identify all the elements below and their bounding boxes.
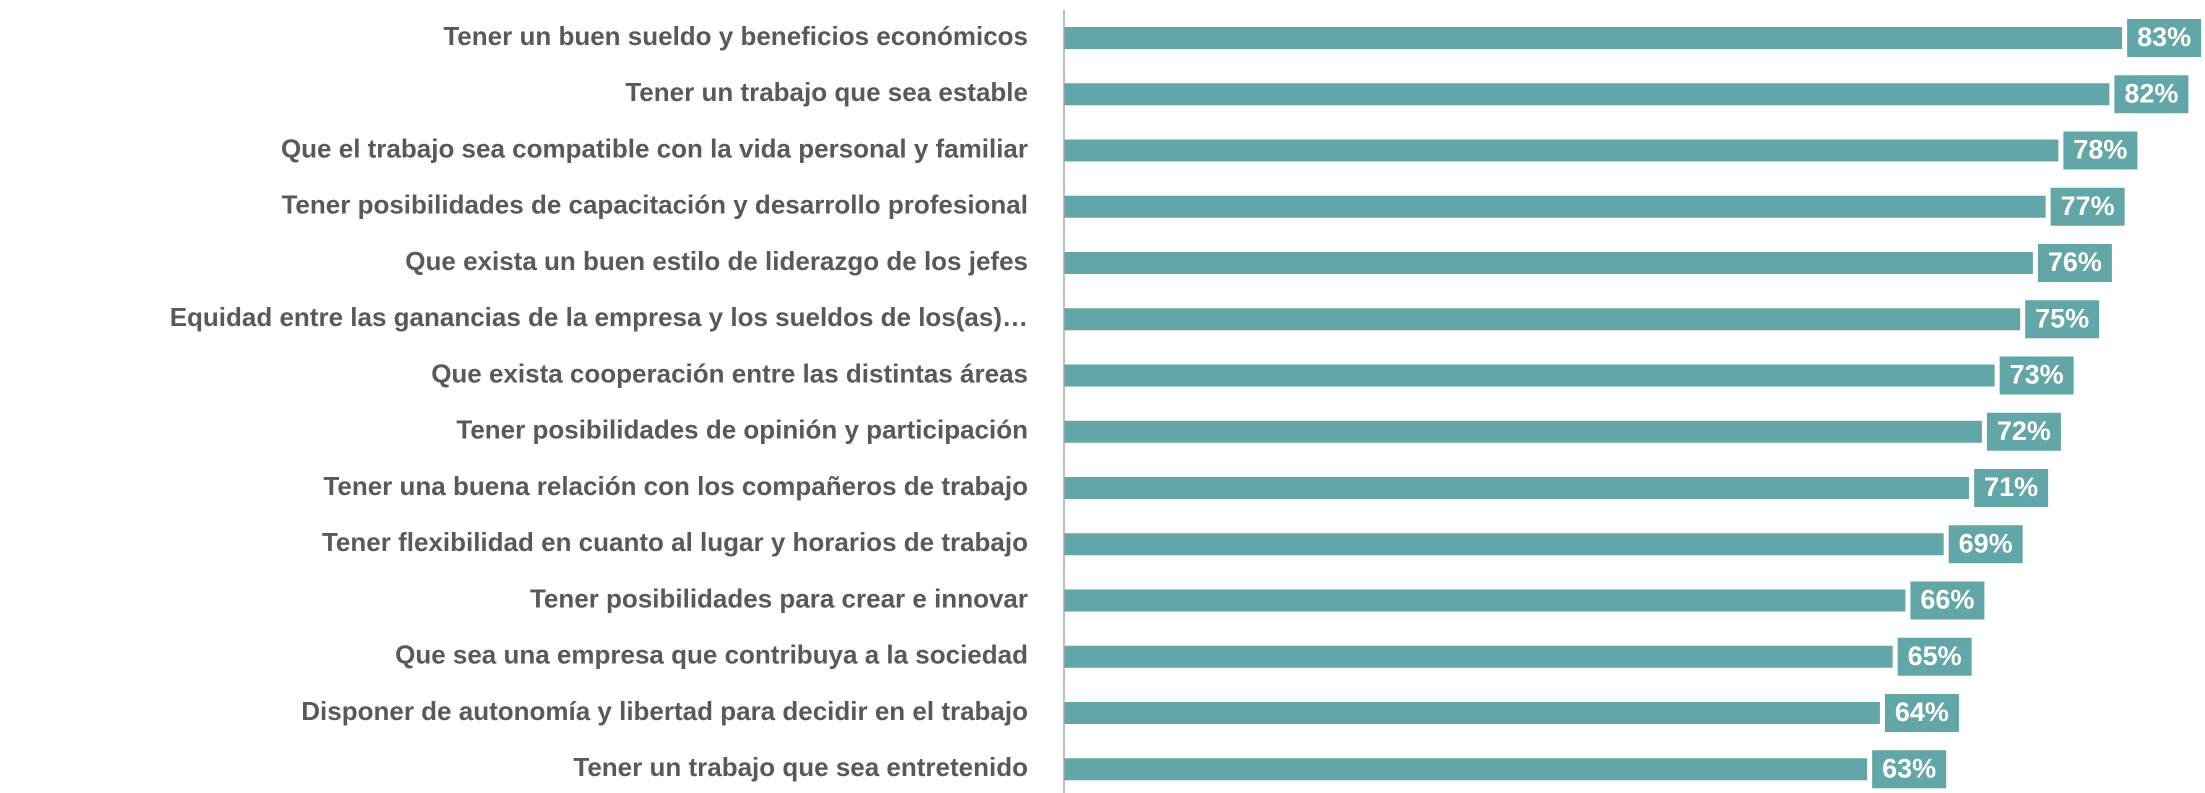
bar (1064, 420, 1982, 443)
value-label-box (1910, 581, 1985, 620)
value-label-box (1999, 356, 2074, 395)
value-label-box (1884, 694, 1959, 732)
bar (1064, 308, 2021, 331)
bar (1064, 702, 1880, 724)
bar (1064, 645, 1893, 668)
category-label: Tener posibilidades de opinión y partici… (456, 415, 1028, 445)
value-label: 64% (1895, 697, 1949, 727)
value-label: 73% (2010, 360, 2064, 390)
value-label: 78% (2073, 135, 2127, 165)
value-label: 69% (1959, 528, 2013, 558)
category-label: Tener flexibilidad en cuanto al lugar y … (322, 527, 1028, 557)
value-label-box (1872, 750, 1947, 789)
bar (1064, 477, 1970, 499)
value-label: 72% (1997, 416, 2051, 446)
value-label-box (2063, 131, 2138, 170)
category-label: Disponer de autonomía y libertad para de… (301, 696, 1028, 726)
category-label: Equidad entre las ganancias de la empres… (170, 302, 1028, 332)
value-label: 65% (1908, 641, 1962, 671)
value-label-box (2025, 300, 2100, 339)
bar (1064, 758, 1868, 781)
bar (1064, 533, 1944, 556)
value-label: 77% (2061, 191, 2115, 221)
bar (1064, 252, 2033, 274)
bar (1064, 364, 1995, 387)
value-label: 63% (1882, 753, 1936, 783)
category-label: Tener posibilidades de capacitación y de… (281, 190, 1028, 220)
value-label-box (1986, 412, 2061, 451)
category-label: Que exista cooperación entre las distint… (431, 358, 1028, 388)
category-label: Tener una buena relación con los compañe… (323, 471, 1028, 501)
value-label-box (1897, 637, 1972, 676)
value-label: 83% (2137, 22, 2191, 52)
value-label-box (2127, 19, 2202, 57)
bar (1064, 27, 2123, 49)
category-label: Que sea una empresa que contribuya a la … (395, 640, 1028, 670)
category-label: Tener un trabajo que sea estable (625, 77, 1028, 107)
category-label: Tener un trabajo que sea entretenido (573, 752, 1028, 782)
category-label: Tener un buen sueldo y beneficios económ… (443, 21, 1028, 51)
bar (1064, 83, 2110, 106)
value-label-box (1948, 525, 2023, 564)
bar (1064, 589, 1906, 612)
category-label: Que exista un buen estilo de liderazgo d… (405, 246, 1028, 276)
bar (1064, 139, 2059, 162)
value-label-box (2114, 75, 2189, 114)
value-label-box (2050, 187, 2125, 226)
value-label: 71% (1984, 472, 2038, 502)
category-label: Tener posibilidades para crear e innovar (530, 583, 1028, 613)
value-label-box (2037, 244, 2112, 282)
value-label-box (1974, 469, 2049, 507)
value-label: 76% (2048, 247, 2102, 277)
bar (1064, 195, 2046, 218)
value-label: 75% (2035, 303, 2089, 333)
category-label: Que el trabajo sea compatible con la vid… (281, 133, 1028, 163)
value-label: 66% (1920, 585, 1974, 615)
value-label: 82% (2124, 78, 2178, 108)
